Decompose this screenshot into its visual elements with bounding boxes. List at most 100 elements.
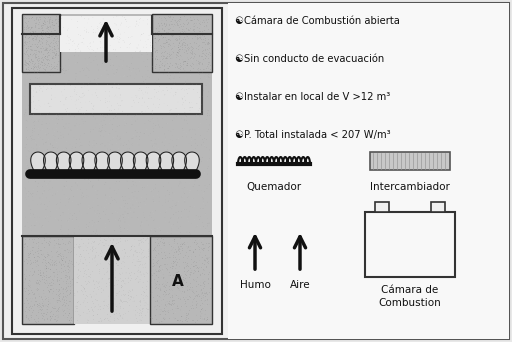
Point [38, 88, 47, 94]
Point [34, 62, 42, 67]
Point [94, 232, 102, 237]
Point [58, 232, 67, 238]
Point [34, 58, 42, 64]
Point [132, 23, 140, 29]
Point [193, 21, 201, 27]
Point [55, 49, 63, 55]
Point [199, 69, 207, 75]
Point [28, 236, 36, 241]
Point [60, 259, 68, 265]
Point [54, 313, 62, 318]
Point [25, 254, 33, 260]
Point [184, 44, 192, 50]
Point [81, 267, 89, 273]
Point [74, 187, 82, 193]
Point [205, 61, 214, 66]
Point [76, 257, 84, 262]
Point [143, 235, 152, 240]
Point [62, 255, 70, 260]
Point [200, 289, 208, 295]
Point [85, 311, 93, 316]
Point [193, 223, 201, 228]
Point [190, 20, 198, 26]
Point [99, 240, 107, 245]
Point [63, 249, 72, 255]
Point [119, 259, 127, 265]
Point [194, 90, 202, 95]
Point [205, 122, 214, 128]
Point [58, 301, 67, 307]
Point [181, 194, 189, 199]
Point [136, 317, 144, 323]
Point [42, 182, 50, 187]
Point [68, 262, 76, 267]
Point [77, 212, 86, 218]
Point [51, 17, 59, 23]
Point [172, 272, 180, 278]
Point [158, 22, 166, 28]
Point [204, 164, 212, 169]
Point [159, 250, 167, 255]
Point [91, 253, 99, 259]
Point [23, 118, 31, 124]
Point [194, 61, 202, 66]
Point [57, 256, 65, 262]
Point [50, 263, 58, 268]
Point [30, 34, 38, 39]
Point [67, 248, 75, 253]
Point [103, 315, 111, 320]
Point [127, 61, 136, 66]
Point [20, 61, 28, 66]
Point [101, 166, 110, 171]
Point [204, 256, 212, 261]
Point [151, 48, 159, 54]
Point [198, 61, 206, 66]
Point [87, 240, 95, 246]
Point [201, 35, 209, 41]
Point [28, 58, 36, 64]
Point [195, 258, 203, 263]
Point [66, 280, 74, 286]
Point [178, 26, 186, 31]
Point [27, 223, 35, 228]
Point [79, 90, 88, 96]
Point [40, 277, 48, 282]
Point [138, 239, 146, 245]
Point [192, 170, 200, 175]
Point [89, 252, 97, 258]
Point [166, 13, 174, 19]
Point [45, 43, 53, 48]
Point [157, 288, 165, 293]
Point [151, 200, 159, 206]
Point [24, 62, 32, 67]
Point [71, 61, 79, 66]
Point [57, 284, 66, 290]
Point [43, 146, 51, 152]
Point [22, 41, 30, 47]
Point [46, 117, 54, 122]
Point [93, 117, 101, 122]
Point [90, 104, 98, 109]
Point [65, 275, 73, 280]
Point [92, 93, 100, 98]
Point [124, 255, 132, 261]
Point [113, 133, 121, 139]
Point [181, 301, 189, 306]
Point [55, 287, 63, 292]
Point [151, 36, 159, 41]
Point [180, 241, 188, 247]
Point [119, 298, 127, 303]
Point [94, 307, 102, 313]
Polygon shape [69, 152, 84, 174]
Point [34, 267, 42, 273]
Point [41, 215, 50, 221]
Point [172, 256, 180, 262]
Point [193, 71, 201, 76]
Point [161, 214, 169, 220]
Point [200, 81, 208, 86]
Point [158, 315, 166, 321]
Point [80, 286, 89, 291]
Point [193, 292, 201, 298]
Point [174, 162, 182, 167]
Point [172, 270, 180, 275]
